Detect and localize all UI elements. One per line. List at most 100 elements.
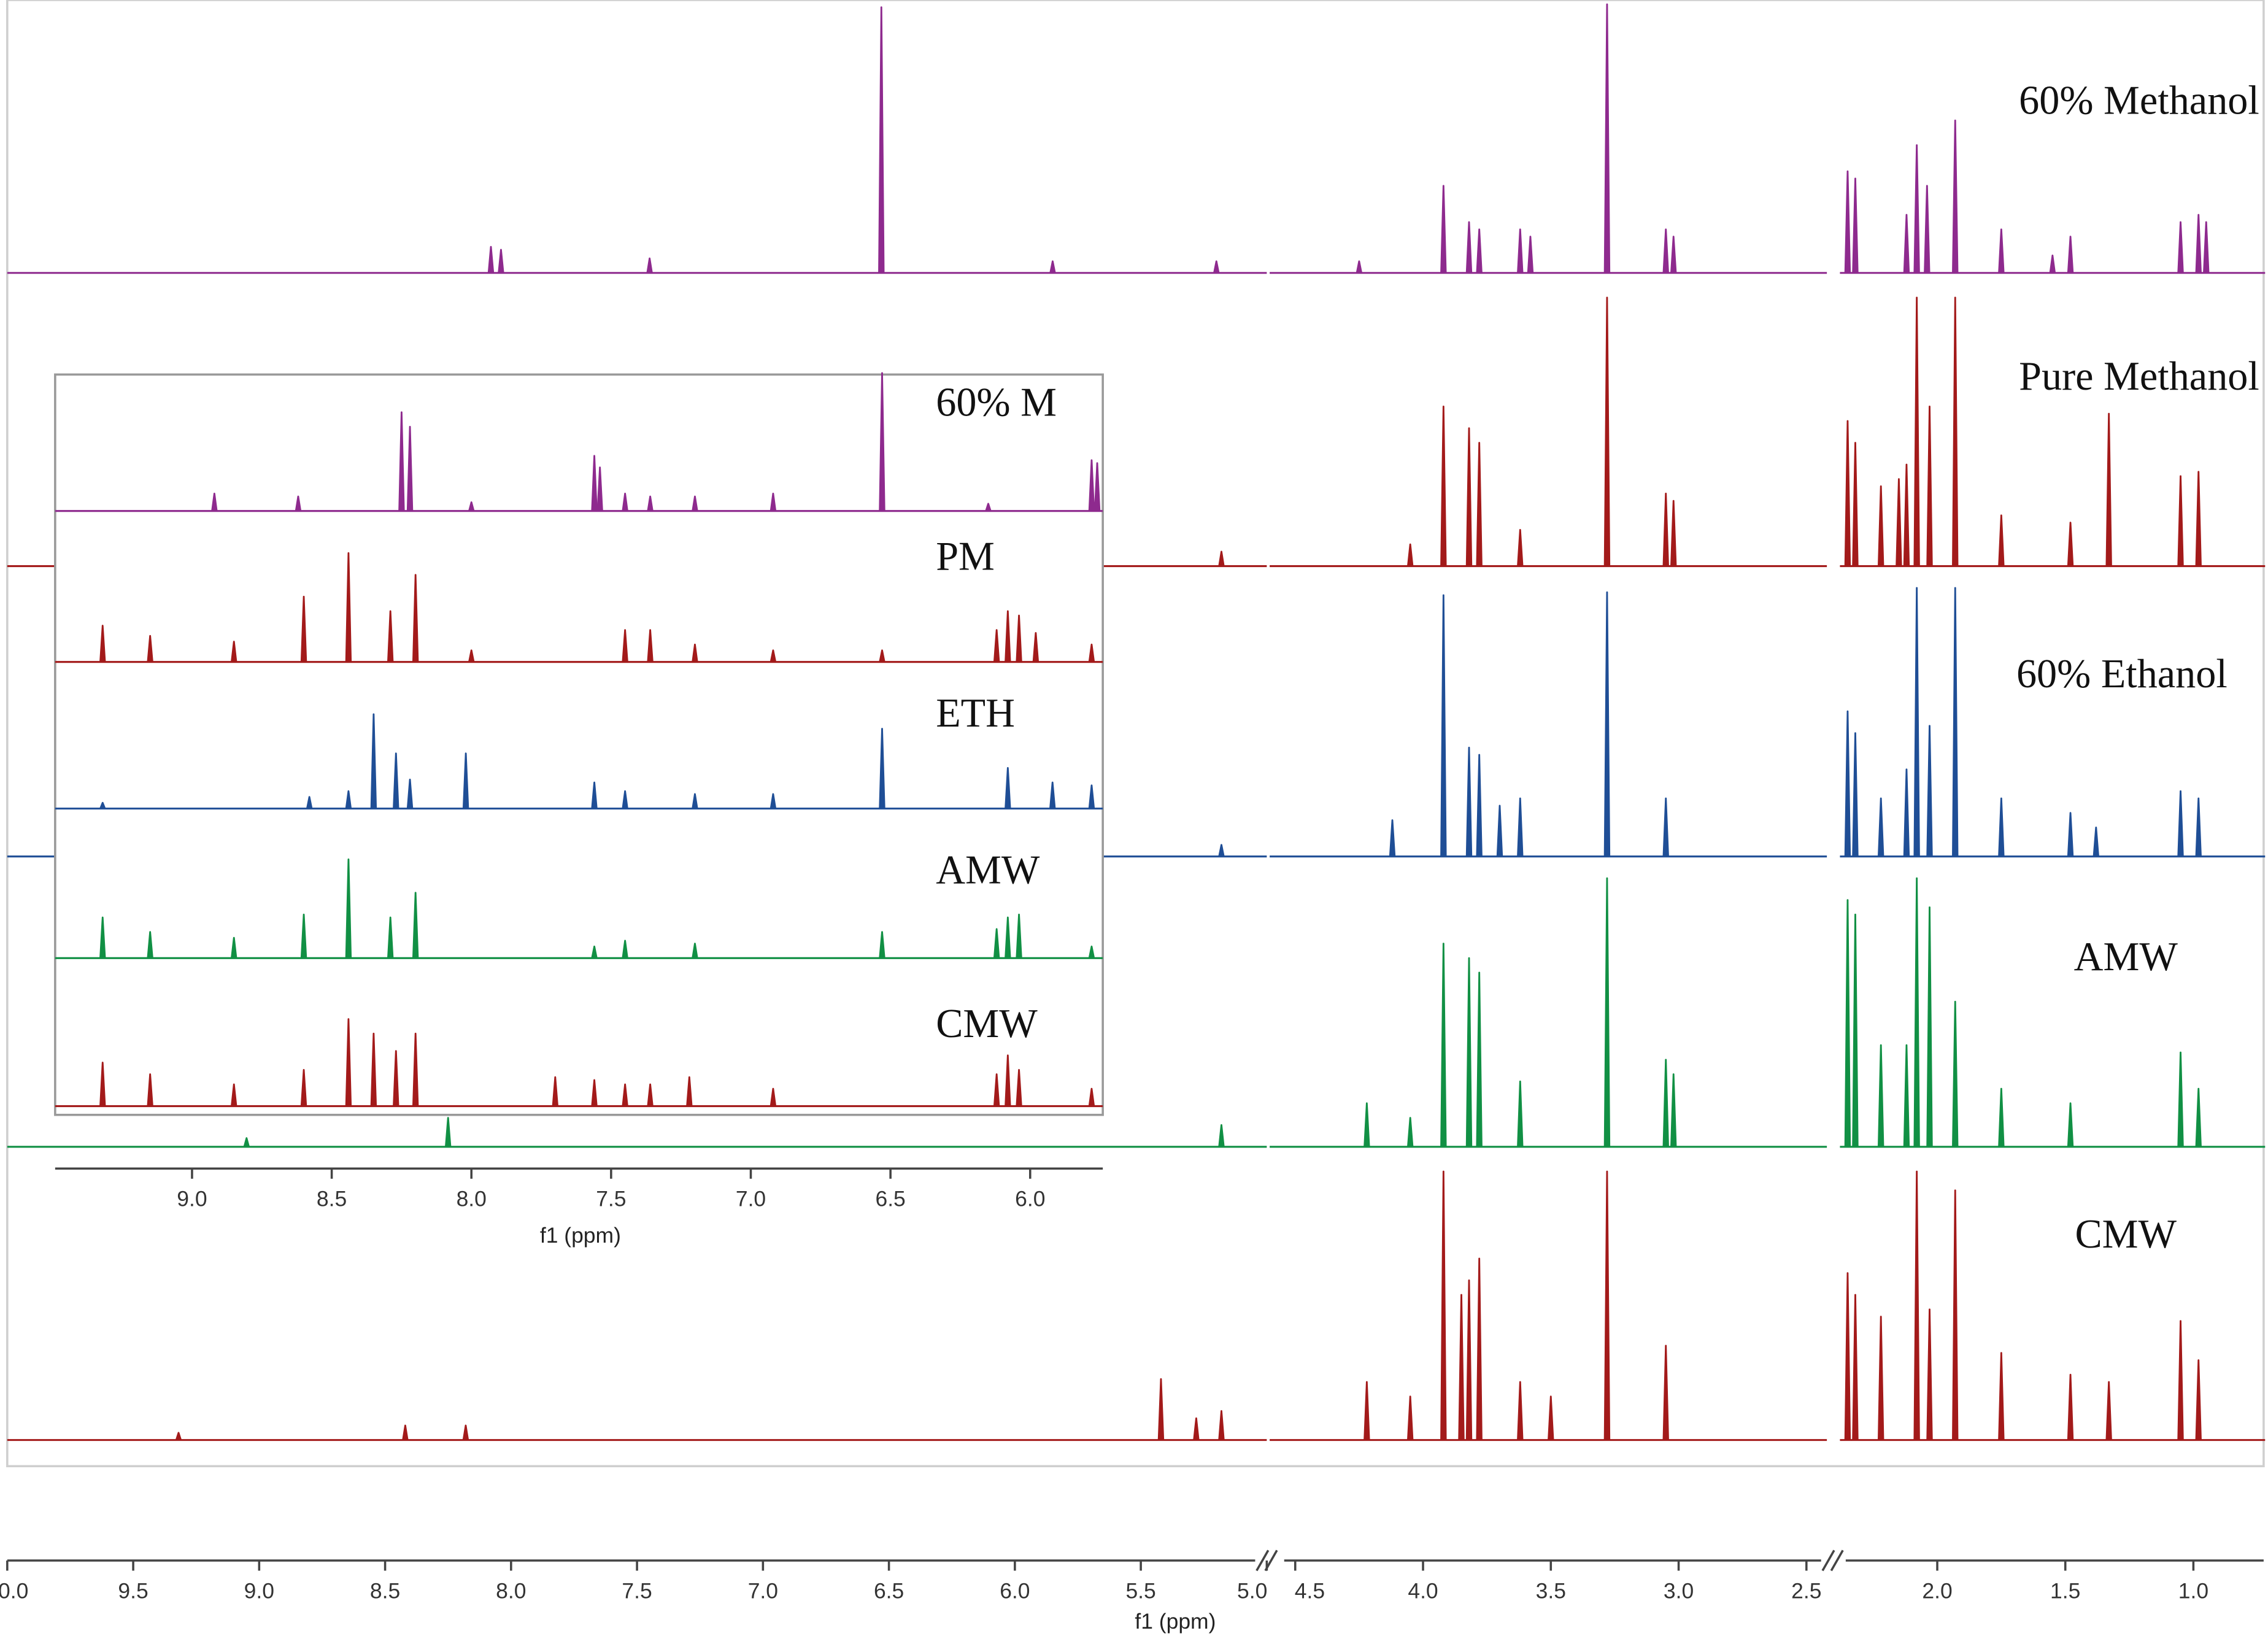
- peak: [1517, 1080, 1524, 1147]
- peak: [1913, 1170, 1920, 1440]
- peak: [879, 728, 885, 809]
- peak: [412, 892, 419, 959]
- peak: [1844, 1272, 1851, 1440]
- peak: [345, 1018, 352, 1106]
- peak: [1852, 913, 1859, 1147]
- peak: [468, 649, 475, 662]
- peak: [1913, 144, 1920, 273]
- peak: [1952, 587, 1959, 857]
- x-tick-label: 7.5: [622, 1578, 652, 1603]
- peak: [1998, 797, 2005, 857]
- series-label: 60% Methanol: [2019, 79, 2259, 123]
- peak: [1517, 228, 1524, 273]
- x-tick-label: 9.5: [118, 1578, 148, 1603]
- peak: [1998, 1352, 2005, 1440]
- peak: [300, 595, 307, 662]
- peak: [398, 411, 405, 511]
- x-tick-label: 2.5: [1791, 1578, 1821, 1603]
- peak: [1218, 1410, 1225, 1440]
- peak: [445, 1117, 452, 1147]
- peak: [99, 1062, 106, 1106]
- series-label: 60% Ethanol: [2016, 652, 2228, 696]
- peak: [1903, 768, 1910, 857]
- peak: [1406, 1117, 1414, 1147]
- peak: [1193, 1417, 1200, 1440]
- peak: [1662, 492, 1669, 566]
- peak: [1877, 797, 1884, 857]
- x-tick-label: 5.0: [1237, 1578, 1267, 1603]
- peak: [622, 790, 628, 809]
- peak: [243, 1137, 250, 1148]
- peak: [2195, 214, 2202, 273]
- peak: [412, 1032, 419, 1106]
- peak: [175, 1432, 182, 1441]
- peak: [2092, 826, 2100, 857]
- peak: [498, 249, 504, 273]
- x-tick-label: 7.5: [596, 1187, 626, 1211]
- peak: [468, 501, 475, 512]
- peak: [1364, 1381, 1370, 1440]
- peak: [1877, 1044, 1884, 1147]
- peak: [1049, 260, 1056, 274]
- peak: [300, 1069, 307, 1106]
- peak: [622, 492, 628, 511]
- peak: [1406, 1395, 1414, 1440]
- x-tick-label: 9.0: [244, 1578, 274, 1603]
- peak: [1670, 1073, 1677, 1147]
- peak: [1527, 236, 1534, 273]
- plot-frame: [6, 0, 2265, 1468]
- peak: [647, 629, 654, 662]
- peak: [1896, 478, 1902, 566]
- x-tick-label: 8.0: [457, 1187, 487, 1211]
- peak: [2177, 475, 2184, 566]
- peak: [1844, 899, 1851, 1147]
- peak: [1213, 260, 1220, 274]
- peak: [879, 372, 885, 511]
- peak: [985, 503, 992, 512]
- peak: [1465, 427, 1473, 566]
- peak: [2105, 1381, 2112, 1440]
- peak: [692, 943, 698, 959]
- peak: [1926, 405, 1933, 566]
- peak: [2195, 1359, 2202, 1440]
- peak: [1926, 906, 1933, 1147]
- peak: [147, 635, 153, 662]
- x-tick-label: 7.0: [736, 1187, 766, 1211]
- peak: [646, 257, 653, 273]
- peak: [1926, 1308, 1933, 1440]
- peak: [345, 552, 352, 662]
- peak: [647, 495, 654, 511]
- peak: [1440, 185, 1447, 273]
- peak: [2195, 797, 2202, 857]
- peak: [2105, 412, 2112, 566]
- peak: [692, 643, 698, 662]
- peak: [1877, 1316, 1884, 1440]
- x-tick-label: 7.0: [748, 1578, 778, 1603]
- x-tick-label: 1.0: [2178, 1578, 2208, 1603]
- peak: [1440, 594, 1447, 857]
- peak: [1157, 1378, 1165, 1440]
- peak: [1998, 228, 2005, 273]
- peak: [2195, 471, 2202, 566]
- peak: [692, 495, 698, 511]
- peak: [295, 495, 302, 511]
- peak: [1603, 591, 1611, 857]
- x-tick-label: 9.0: [177, 1187, 207, 1211]
- peak: [2177, 790, 2184, 857]
- x-tick-label: 2.0: [1922, 1578, 1952, 1603]
- peak: [1603, 877, 1611, 1147]
- peak: [1476, 1257, 1483, 1440]
- peak: [1476, 442, 1483, 566]
- peak: [1662, 1059, 1669, 1147]
- series-label: ETH: [936, 691, 1015, 736]
- peak: [1088, 459, 1095, 511]
- peak: [1049, 781, 1056, 809]
- series-label: AMW: [2074, 935, 2178, 979]
- peak: [1603, 296, 1611, 566]
- x-tick-label: 3.0: [1664, 1578, 1694, 1603]
- peak: [2067, 236, 2074, 273]
- peak: [1218, 844, 1225, 857]
- peak: [1016, 1069, 1022, 1106]
- peak: [993, 1073, 1000, 1106]
- series-label: 60% M: [936, 380, 1057, 425]
